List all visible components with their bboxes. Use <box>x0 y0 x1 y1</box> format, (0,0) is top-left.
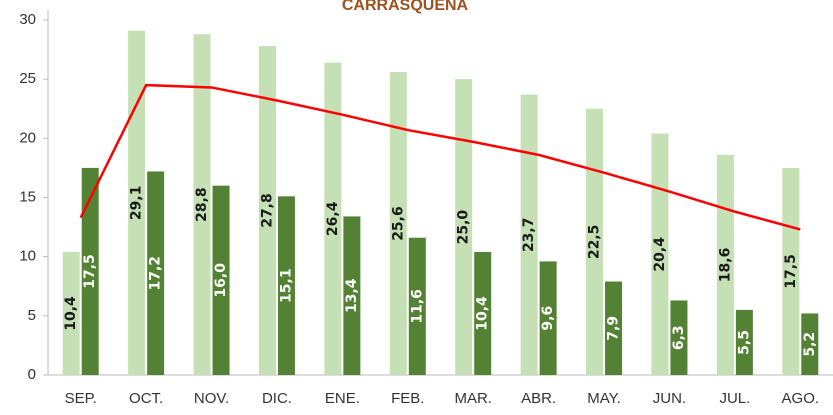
data-label: 18,6 <box>717 248 733 283</box>
bar <box>801 313 819 375</box>
data-label: 27,8 <box>259 193 275 228</box>
bar <box>735 309 753 375</box>
bar <box>605 281 623 375</box>
y-tick-label: 20 <box>19 129 36 146</box>
data-label: 20,4 <box>652 237 668 272</box>
x-tick-label: FEB. <box>391 390 424 407</box>
y-tick-label: 30 <box>19 11 36 28</box>
data-label: 11,6 <box>409 289 425 324</box>
bar <box>193 34 211 375</box>
data-label: 5,2 <box>802 332 818 357</box>
x-tick-label: DIC. <box>262 390 292 407</box>
data-label: 28,8 <box>194 187 210 222</box>
bar <box>474 251 492 375</box>
x-tick-label: ABR. <box>521 390 556 407</box>
bar <box>782 167 800 375</box>
bar <box>651 133 669 375</box>
x-tick-label: AGO. <box>782 390 820 407</box>
data-label: 16,0 <box>213 263 229 298</box>
data-label: 17,5 <box>82 254 98 289</box>
data-label: 25,0 <box>456 210 472 245</box>
y-tick-label: 0 <box>28 366 36 383</box>
x-tick-label: OCT. <box>129 390 163 407</box>
data-label: 9,6 <box>540 306 556 331</box>
y-tick-label: 10 <box>19 248 36 265</box>
x-tick-label: NOV. <box>194 390 229 407</box>
y-tick-label: 5 <box>28 307 36 324</box>
data-label: 17,2 <box>148 256 164 291</box>
bar <box>324 62 342 375</box>
bar <box>343 216 361 375</box>
bar <box>258 46 276 376</box>
data-label: 10,4 <box>63 296 79 331</box>
x-tick-label: MAR. <box>454 390 492 407</box>
bar <box>586 108 604 375</box>
data-label: 25,6 <box>390 206 406 241</box>
bar <box>147 171 165 375</box>
bar <box>81 167 99 375</box>
data-label: 22,5 <box>587 225 603 260</box>
chart-title: CARRASQUEÑA <box>342 0 469 14</box>
bar <box>520 94 538 376</box>
line <box>79 83 801 231</box>
data-label: 15,1 <box>278 268 294 303</box>
data-label: 13,4 <box>344 278 360 313</box>
bar <box>408 237 426 375</box>
bar <box>212 185 230 375</box>
bar <box>128 30 146 376</box>
y-tick-label: 15 <box>19 188 36 205</box>
bar <box>389 72 407 376</box>
data-label: 10,4 <box>475 296 491 331</box>
data-label: 26,4 <box>325 201 341 236</box>
data-label: 5,5 <box>736 330 752 355</box>
bar <box>62 251 80 375</box>
bar <box>455 79 473 376</box>
data-label: 17,5 <box>783 254 799 289</box>
x-tick-label: MAY. <box>587 390 621 407</box>
y-tick-label: 25 <box>19 70 36 87</box>
bar <box>277 196 295 375</box>
x-tick-label: ENE. <box>325 390 360 407</box>
bar <box>670 300 688 375</box>
data-label: 23,7 <box>521 218 537 253</box>
x-tick-label: JUL. <box>719 390 750 407</box>
data-label: 6,3 <box>671 325 687 350</box>
x-tick-label: JUN. <box>653 390 686 407</box>
data-label: 29,1 <box>129 186 145 221</box>
data-label: 7,9 <box>606 316 622 341</box>
x-tick-label: SEP. <box>65 390 97 407</box>
bar <box>539 261 557 375</box>
